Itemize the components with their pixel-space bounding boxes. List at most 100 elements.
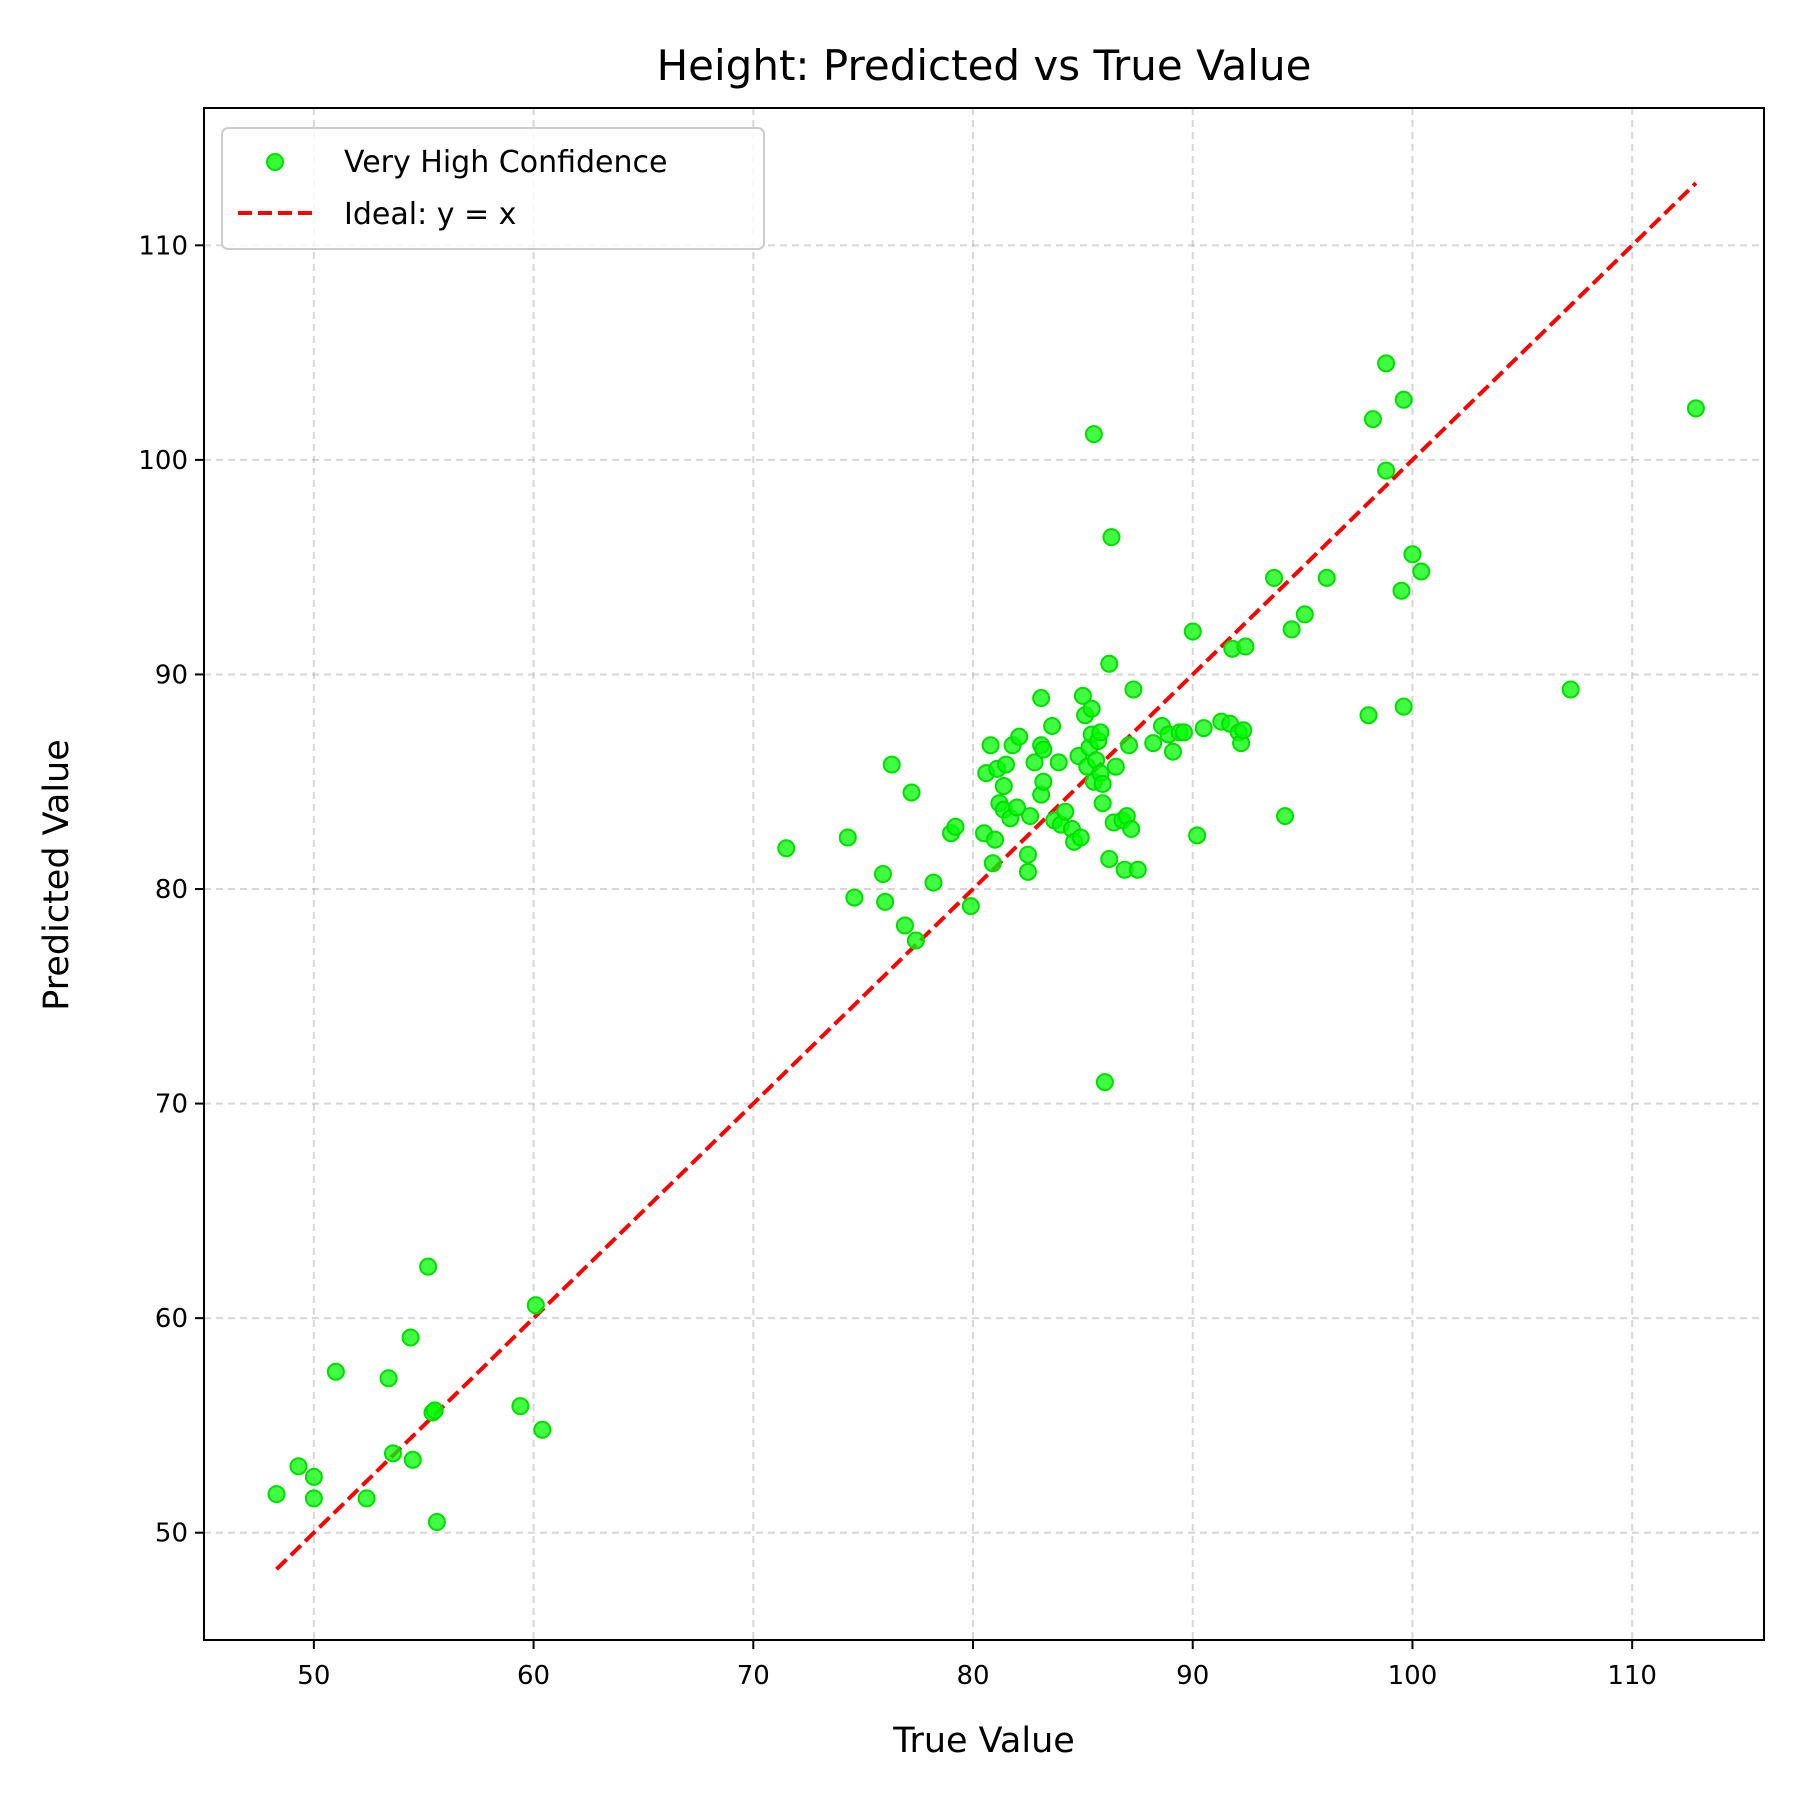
scatter-point [1163,742,1182,761]
scatter-point [1282,620,1301,639]
scatter-point [425,1401,444,1420]
y-axis-ticks: 50 60 70 80 90 100 110 [138,231,204,1549]
scatter-point [1082,699,1101,718]
scatter-point [427,1512,446,1531]
scatter-point [1236,637,1255,656]
scatter-point [994,777,1013,796]
grid [204,108,1764,1640]
scatter-point [1377,461,1396,480]
points-layer [267,354,1705,1531]
scatter-point [873,865,892,883]
scatter-point [289,1457,308,1476]
scatter-point [304,1489,323,1508]
scatter-point [1394,390,1413,409]
scatter-point [1100,654,1119,673]
scatter-point [511,1397,530,1416]
y-tick-label: 70 [155,1090,188,1120]
scatter-point [777,839,796,858]
scatter-point [838,828,857,847]
scatter-point [1144,734,1163,753]
x-tick-label: 100 [1388,1661,1438,1691]
scatter-point [1412,562,1431,581]
scatter-point [1043,716,1062,735]
scatter-point [1183,622,1202,641]
legend-marker-very-high-confidence [266,153,284,171]
y-tick-label: 80 [155,875,188,905]
scatter-point [304,1467,323,1486]
chart-title: Height: Predicted vs True Value [657,41,1312,90]
scatter-point [1071,828,1090,847]
scatter-point [1073,686,1092,705]
scatter-point [882,755,901,774]
scatter-point [1295,605,1314,624]
scatter-point [981,736,1000,755]
y-tick-label: 60 [155,1304,188,1334]
scatter-point [1025,753,1044,772]
scatter-point [1093,794,1112,813]
y-axis-label: Predicted Value [37,739,77,1011]
scatter-point [902,783,921,802]
scatter-point [526,1296,545,1315]
scatter-point [1095,1073,1114,1092]
scatter-point [1007,798,1026,817]
scatter-point [1032,689,1051,708]
scatter-point [1056,802,1075,821]
y-tick-label: 90 [155,660,188,690]
scatter-point [1034,740,1053,759]
plot-area-frame [203,107,1765,1641]
scatter-point [401,1328,420,1347]
scatter-point [1106,757,1125,776]
scatter-point [1276,807,1295,826]
scatter-point [1100,849,1119,868]
scatter-point [985,830,1004,849]
x-tick-label: 90 [1176,1661,1209,1691]
ideal-line [275,181,1698,1571]
scatter-point [1403,545,1422,564]
y-tick-label: 50 [155,1519,188,1549]
x-axis-label: True Value [892,1721,1075,1761]
scatter-point [1120,736,1139,755]
scatter-point [1049,753,1068,772]
legend: Very High Confidence Ideal: y = x [221,127,765,250]
scatter-point [1234,721,1253,740]
scatter-point [1091,723,1110,742]
x-tick-label: 60 [517,1661,550,1691]
y-tick-label: 100 [138,446,188,476]
scatter-point [533,1420,552,1439]
scatter-point [1377,354,1396,373]
y-tick-label: 110 [138,231,188,261]
x-tick-label: 80 [956,1661,989,1691]
scatter-point [1359,706,1378,725]
legend-label-ideal-line: Ideal: y = x [344,197,516,232]
scatter-point [379,1369,398,1388]
scatter-point [1561,680,1580,699]
scatter-point [1194,719,1213,738]
scatter-point [1018,862,1037,881]
scatter-point [1392,581,1411,600]
scatter-point [1018,845,1037,864]
scatter-point [1021,807,1040,826]
scatter-point [1686,399,1705,418]
scatter-point [1034,772,1053,791]
scatter-point [1093,774,1112,793]
x-axis-ticks: 50 60 70 80 90 100 110 [297,1640,1657,1691]
scatter-point [895,916,914,935]
legend-box [221,127,765,250]
scatter-point [326,1362,345,1381]
scatter-point [1174,723,1193,742]
x-tick-label: 50 [297,1661,330,1691]
scatter-point [924,873,943,892]
x-tick-label: 70 [737,1661,770,1691]
scatter-point [961,897,980,916]
scatter-point [983,854,1002,873]
scatter-point [1265,568,1284,587]
scatter-point [1128,860,1147,879]
scatter-point [1188,826,1207,845]
scatter-point [996,755,1015,774]
scatter-point [906,931,925,950]
scatter-point [1363,410,1382,429]
scatter-point [383,1444,402,1463]
legend-label-very-high-confidence: Very High Confidence [344,145,667,180]
